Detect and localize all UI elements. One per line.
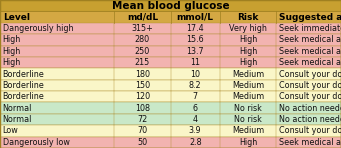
Text: Level: Level — [3, 13, 30, 22]
Text: Risk: Risk — [237, 13, 259, 22]
Text: High: High — [239, 47, 257, 56]
Text: 6: 6 — [193, 104, 198, 113]
Text: 7: 7 — [193, 92, 198, 101]
Bar — [0, 57, 341, 68]
Text: Medium: Medium — [232, 70, 264, 78]
Text: Consult your doctor: Consult your doctor — [279, 126, 341, 135]
Text: 11: 11 — [190, 58, 200, 67]
Bar — [0, 114, 341, 125]
Text: 72: 72 — [137, 115, 148, 124]
Bar — [0, 23, 341, 34]
Text: 17.4: 17.4 — [187, 24, 204, 33]
Text: Borderline: Borderline — [3, 92, 44, 101]
Text: 150: 150 — [135, 81, 150, 90]
Text: Medium: Medium — [232, 81, 264, 90]
Text: Mean blood glucose: Mean blood glucose — [112, 1, 229, 11]
Text: Normal: Normal — [3, 104, 32, 113]
Text: Medium: Medium — [232, 126, 264, 135]
Text: High: High — [239, 58, 257, 67]
Text: No action needed: No action needed — [279, 115, 341, 124]
Bar — [0, 80, 341, 91]
Text: 70: 70 — [137, 126, 147, 135]
Text: Borderline: Borderline — [3, 81, 44, 90]
Text: Seek medical attention: Seek medical attention — [279, 138, 341, 147]
Bar — [0, 68, 341, 80]
Bar — [0, 11, 341, 23]
Text: 250: 250 — [135, 47, 150, 56]
Text: Seek medical attention: Seek medical attention — [279, 47, 341, 56]
Text: Consult your doctor: Consult your doctor — [279, 92, 341, 101]
Text: 50: 50 — [137, 138, 147, 147]
Text: No risk: No risk — [234, 115, 262, 124]
Text: 4: 4 — [193, 115, 198, 124]
Text: Suggested action: Suggested action — [279, 13, 341, 22]
Text: Very high: Very high — [229, 24, 267, 33]
Text: High: High — [3, 58, 21, 67]
Text: High: High — [239, 35, 257, 44]
Text: Borderline: Borderline — [3, 70, 44, 78]
Text: 108: 108 — [135, 104, 150, 113]
Text: 215: 215 — [135, 58, 150, 67]
Text: 15.6: 15.6 — [187, 35, 204, 44]
Text: 280: 280 — [135, 35, 150, 44]
Text: No action needed: No action needed — [279, 104, 341, 113]
Text: Dangerously high: Dangerously high — [3, 24, 73, 33]
Text: High: High — [3, 35, 21, 44]
Text: Consult your doctor: Consult your doctor — [279, 81, 341, 90]
Text: mmol/L: mmol/L — [177, 13, 214, 22]
Bar — [0, 91, 341, 102]
Text: 2.8: 2.8 — [189, 138, 202, 147]
Text: Consult your doctor: Consult your doctor — [279, 70, 341, 78]
Text: Low: Low — [3, 126, 18, 135]
Bar — [0, 34, 341, 46]
Text: Seek medical attention: Seek medical attention — [279, 35, 341, 44]
Text: 315+: 315+ — [132, 24, 153, 33]
Text: Seek immediate medical attention: Seek immediate medical attention — [279, 24, 341, 33]
Text: Dangerously low: Dangerously low — [3, 138, 70, 147]
Text: Seek medical attention: Seek medical attention — [279, 58, 341, 67]
Text: 10: 10 — [190, 70, 200, 78]
Bar — [0, 46, 341, 57]
Bar — [0, 137, 341, 148]
Text: Medium: Medium — [232, 92, 264, 101]
Text: No risk: No risk — [234, 104, 262, 113]
Text: 120: 120 — [135, 92, 150, 101]
Bar — [0, 102, 341, 114]
Text: Normal: Normal — [3, 115, 32, 124]
Bar — [0, 125, 341, 137]
Text: 180: 180 — [135, 70, 150, 78]
Text: 3.9: 3.9 — [189, 126, 202, 135]
Text: md/dL: md/dL — [127, 13, 158, 22]
Text: 13.7: 13.7 — [187, 47, 204, 56]
Text: High: High — [239, 138, 257, 147]
Text: High: High — [3, 47, 21, 56]
Bar — [0, 0, 341, 11]
Text: 8.2: 8.2 — [189, 81, 202, 90]
